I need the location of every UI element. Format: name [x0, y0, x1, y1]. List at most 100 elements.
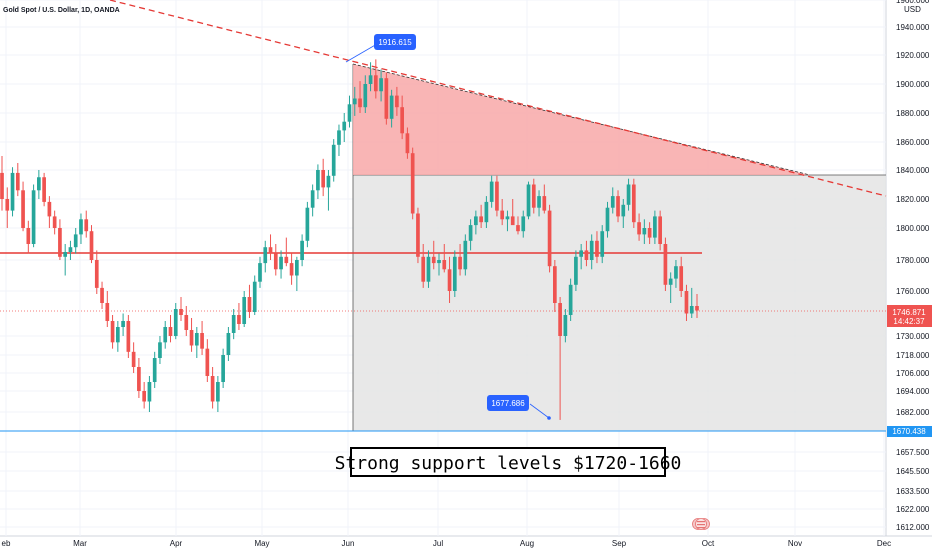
- candle[interactable]: [516, 216, 520, 235]
- candle[interactable]: [295, 256, 299, 291]
- candle[interactable]: [500, 199, 505, 226]
- candle[interactable]: [131, 342, 136, 373]
- candle[interactable]: [73, 228, 78, 254]
- candle[interactable]: [379, 69, 383, 102]
- candle[interactable]: [152, 351, 157, 388]
- candle[interactable]: [58, 219, 62, 260]
- candle[interactable]: [447, 256, 452, 303]
- candle[interactable]: [363, 75, 368, 113]
- candle[interactable]: [284, 237, 289, 267]
- candle[interactable]: [84, 210, 89, 238]
- candle[interactable]: [126, 315, 131, 358]
- low-callout[interactable]: [487, 395, 529, 411]
- candle[interactable]: [668, 272, 673, 303]
- candle[interactable]: [479, 204, 483, 228]
- candle[interactable]: [410, 147, 415, 220]
- candle[interactable]: [463, 234, 468, 276]
- candle[interactable]: [589, 234, 594, 270]
- candle[interactable]: [663, 237, 668, 291]
- candle[interactable]: [505, 210, 510, 232]
- candle[interactable]: [642, 219, 647, 244]
- candle[interactable]: [584, 240, 589, 267]
- candle[interactable]: [474, 210, 478, 235]
- candle[interactable]: [558, 297, 562, 420]
- candle[interactable]: [300, 234, 304, 267]
- candle[interactable]: [537, 190, 541, 217]
- support-price-label[interactable]: [887, 426, 932, 437]
- candle[interactable]: [616, 190, 620, 223]
- candle[interactable]: [47, 196, 52, 228]
- candle[interactable]: [105, 291, 110, 327]
- candle[interactable]: [37, 170, 41, 199]
- candle[interactable]: [358, 81, 362, 113]
- candle[interactable]: [400, 95, 404, 140]
- candle[interactable]: [521, 210, 526, 238]
- candle[interactable]: [484, 196, 489, 228]
- candle[interactable]: [547, 204, 552, 273]
- candle[interactable]: [31, 184, 36, 248]
- candle[interactable]: [442, 244, 447, 273]
- candle[interactable]: [110, 315, 115, 349]
- candle[interactable]: [610, 187, 615, 214]
- candle[interactable]: [631, 178, 636, 228]
- candle[interactable]: [100, 281, 104, 309]
- candle[interactable]: [568, 278, 573, 321]
- candle[interactable]: [79, 213, 83, 245]
- candle[interactable]: [289, 253, 294, 285]
- candle[interactable]: [605, 201, 610, 238]
- candle[interactable]: [326, 170, 331, 211]
- candle[interactable]: [373, 59, 378, 99]
- candle[interactable]: [421, 244, 426, 288]
- candle[interactable]: [321, 158, 326, 197]
- candle[interactable]: [342, 113, 347, 142]
- candle[interactable]: [231, 309, 236, 340]
- candle[interactable]: [658, 210, 662, 251]
- candle[interactable]: [310, 184, 315, 217]
- candle[interactable]: [21, 181, 25, 232]
- candle[interactable]: [674, 260, 678, 288]
- candle[interactable]: [200, 321, 204, 355]
- candle[interactable]: [679, 256, 684, 297]
- candle[interactable]: [468, 219, 473, 251]
- candle[interactable]: [689, 287, 694, 318]
- candle[interactable]: [142, 382, 147, 409]
- candle[interactable]: [621, 199, 626, 228]
- annotation-box[interactable]: [350, 447, 666, 477]
- candle[interactable]: [10, 167, 15, 217]
- candle[interactable]: [542, 184, 547, 214]
- candle[interactable]: [526, 181, 531, 220]
- candle[interactable]: [252, 275, 257, 316]
- candle[interactable]: [68, 240, 73, 260]
- candle[interactable]: [405, 127, 410, 159]
- candle[interactable]: [173, 303, 178, 340]
- candle[interactable]: [384, 72, 389, 125]
- high-callout[interactable]: [374, 34, 416, 50]
- candle[interactable]: [5, 187, 10, 228]
- candle[interactable]: [626, 178, 631, 211]
- candle[interactable]: [647, 222, 652, 244]
- price-axis-panel[interactable]: [886, 0, 932, 550]
- candle[interactable]: [94, 250, 99, 294]
- candle[interactable]: [337, 124, 341, 156]
- candle[interactable]: [63, 244, 68, 276]
- candle[interactable]: [684, 284, 689, 321]
- candle[interactable]: [221, 348, 225, 388]
- candle[interactable]: [184, 306, 189, 336]
- candle[interactable]: [574, 250, 578, 291]
- candle[interactable]: [89, 225, 94, 264]
- candle[interactable]: [563, 309, 568, 343]
- candle[interactable]: [452, 250, 457, 297]
- candle[interactable]: [695, 294, 699, 318]
- us-flag-event-icon[interactable]: [692, 518, 710, 530]
- candle[interactable]: [426, 250, 431, 288]
- candle[interactable]: [595, 231, 599, 264]
- candle[interactable]: [205, 339, 210, 382]
- candle[interactable]: [279, 250, 283, 279]
- candle[interactable]: [395, 86, 399, 116]
- candle[interactable]: [42, 172, 46, 207]
- candle[interactable]: [194, 327, 199, 358]
- candle[interactable]: [163, 321, 168, 349]
- candle[interactable]: [637, 213, 641, 241]
- candle[interactable]: [210, 367, 215, 409]
- candle[interactable]: [15, 163, 20, 197]
